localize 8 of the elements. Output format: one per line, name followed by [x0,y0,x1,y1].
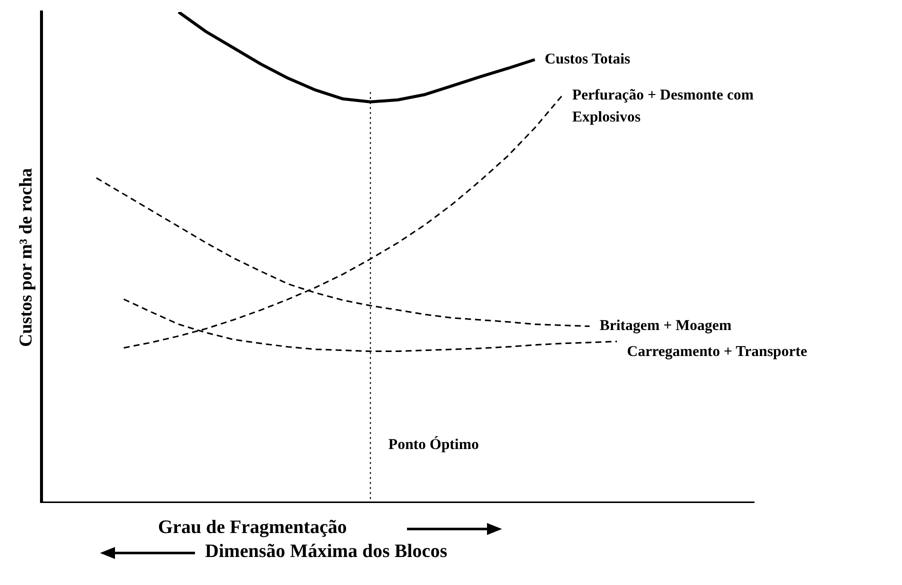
series-label: Carregamento + Transporte [627,344,808,360]
x-axis-title: Grau de Fragmentação [158,517,347,538]
series-label: Britagem + Moagem [600,318,732,334]
y-axis-title: Custos por m³ de rocha [15,168,36,347]
text: Dimensão Máxima dos Blocos [205,541,448,562]
series-label: Custos Totais [544,52,630,68]
series-label: Perfuração + Desmonte com Explosivos [572,87,754,126]
text: Ponto Óptimo [388,436,479,453]
